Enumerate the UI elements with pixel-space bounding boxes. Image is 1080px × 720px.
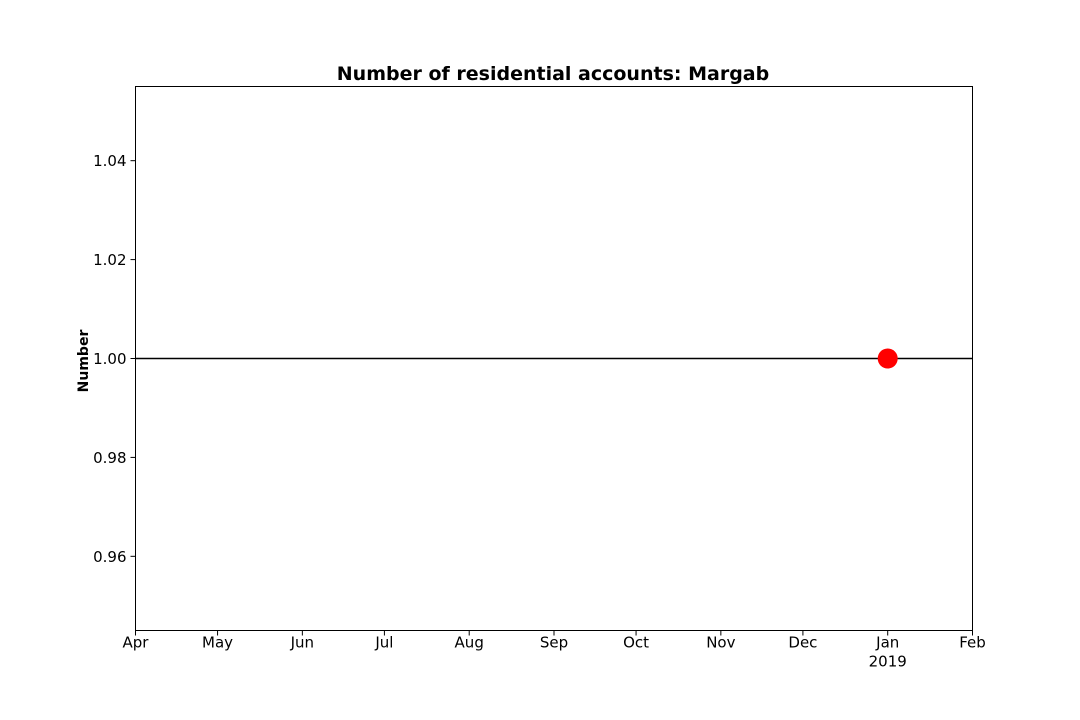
- x-tick-label: Dec: [788, 634, 817, 652]
- x-tick-label: Nov: [706, 634, 735, 652]
- x-tick-label: Feb: [959, 634, 986, 652]
- x-tick-label: Apr: [123, 634, 150, 652]
- chart-title: Number of residential accounts: Margab: [337, 63, 769, 85]
- x-year-label: 2019: [869, 653, 907, 671]
- x-tick-label: Jan: [875, 634, 899, 652]
- x-tick-label: Sep: [540, 634, 568, 652]
- plot-area: [135, 348, 973, 369]
- y-tick-label: 1.04: [93, 152, 126, 170]
- x-tick-label: Jul: [374, 634, 393, 652]
- x-tick-label: Oct: [623, 634, 649, 652]
- x-tick-label: Aug: [455, 634, 484, 652]
- y-axis: 0.96 0.98 1.00 1.02 1.04: [93, 152, 136, 566]
- data-point: [877, 348, 898, 369]
- x-tick-label: Jun: [290, 634, 314, 652]
- y-tick-label: 1.02: [93, 251, 126, 269]
- x-tick-label: May: [202, 634, 233, 652]
- y-axis-label: Number: [76, 330, 92, 393]
- y-tick-label: 0.98: [93, 449, 126, 467]
- y-tick-label: 1.00: [93, 350, 126, 368]
- y-tick-label: 0.96: [93, 548, 126, 566]
